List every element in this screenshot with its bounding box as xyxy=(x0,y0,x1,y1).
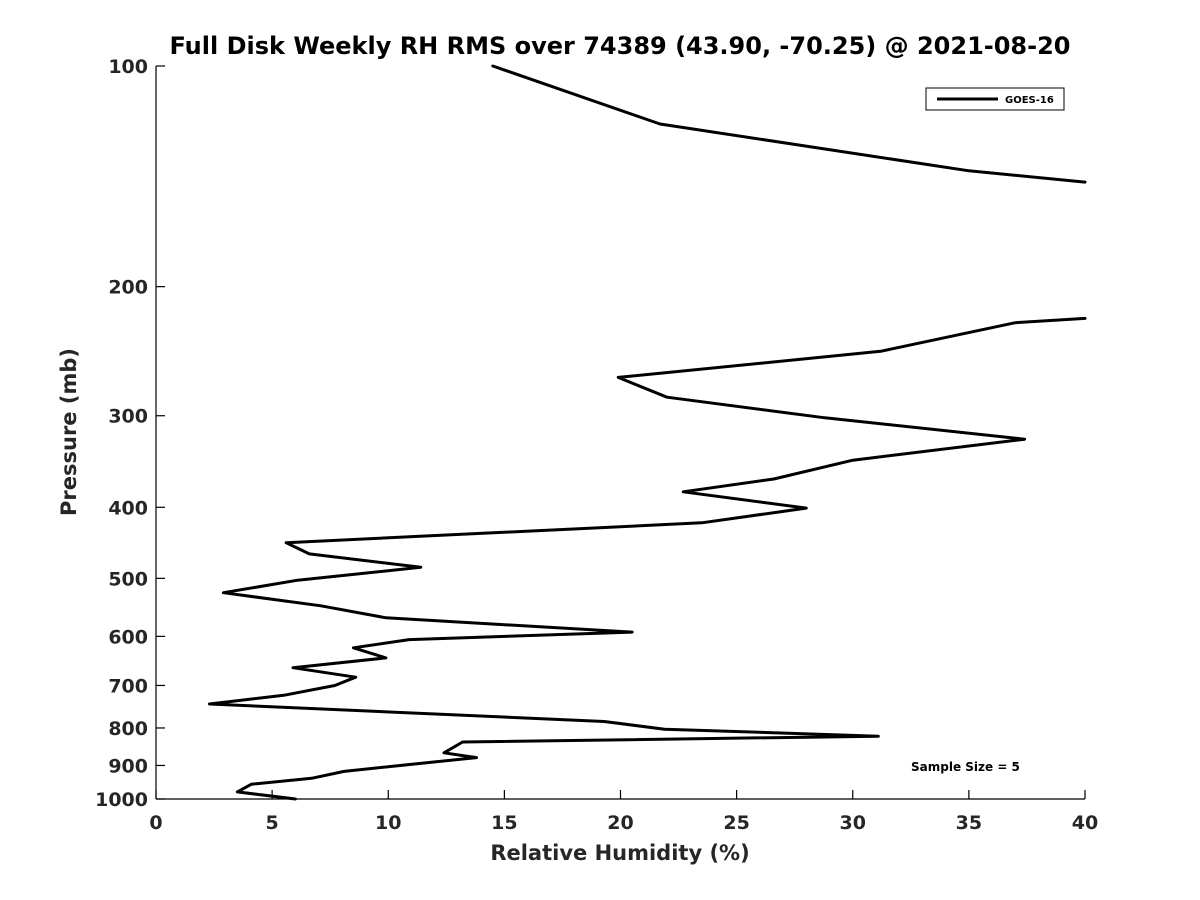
y-axis-label: Pressure (mb) xyxy=(57,348,81,516)
series-lines xyxy=(207,64,1087,801)
x-tick-label: 40 xyxy=(1072,812,1098,834)
sample-size-annotation: Sample Size = 5 xyxy=(911,760,1020,774)
x-tick-label: 20 xyxy=(607,812,633,834)
y-tick-label: 800 xyxy=(108,718,148,740)
x-tick-label: 25 xyxy=(723,812,749,834)
x-tick-label: 5 xyxy=(266,812,279,834)
y-tick-label: 1000 xyxy=(95,789,148,811)
y-axis-ticks: 100 200 300 400 500 600 700 800 900 1000 xyxy=(95,56,165,811)
series-line-goes16 xyxy=(207,316,1087,801)
y-tick-label: 100 xyxy=(108,56,148,78)
y-tick-label: 700 xyxy=(108,675,148,697)
series-line-goes16 xyxy=(491,64,1087,184)
x-axis-label: Relative Humidity (%) xyxy=(490,841,749,865)
x-axis-ticks: 0 5 10 15 20 25 30 35 40 xyxy=(149,790,1098,834)
x-tick-label: 10 xyxy=(375,812,401,834)
y-tick-label: 500 xyxy=(108,568,148,590)
x-tick-label: 15 xyxy=(491,812,517,834)
y-tick-label: 300 xyxy=(108,406,148,428)
x-tick-label: 30 xyxy=(840,812,866,834)
y-tick-label: 600 xyxy=(108,626,148,648)
y-tick-label: 900 xyxy=(108,755,148,777)
y-tick-label: 200 xyxy=(108,277,148,299)
legend-entry-goes16: GOES-16 xyxy=(1005,95,1054,106)
x-tick-label: 0 xyxy=(149,812,162,834)
chart-title: Full Disk Weekly RH RMS over 74389 (43.9… xyxy=(169,32,1070,60)
y-tick-label: 400 xyxy=(108,497,148,519)
legend: GOES-16 xyxy=(925,87,1065,111)
x-tick-label: 35 xyxy=(956,812,982,834)
